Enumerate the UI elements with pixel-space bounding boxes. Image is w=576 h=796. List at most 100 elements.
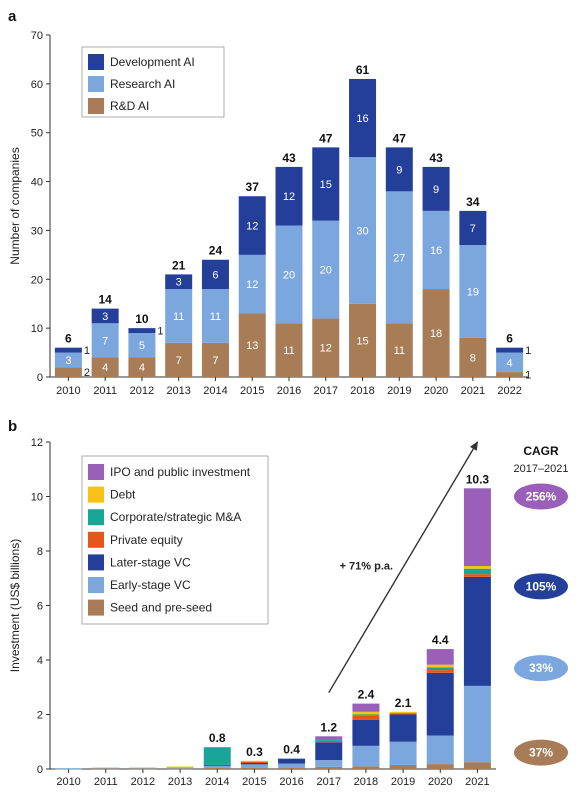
y-tick-label-b: 10 — [31, 492, 43, 504]
bar-segment-a — [385, 191, 413, 324]
cagr-title: CAGR — [523, 444, 559, 458]
bar-segment-b — [240, 763, 268, 765]
bar-segment-b — [463, 685, 491, 763]
bar-segment-b — [426, 667, 454, 671]
bar-segment-a — [349, 157, 377, 304]
y-tick-label-a: 50 — [31, 128, 43, 140]
legend-label-b: Seed and pre-seed — [110, 601, 212, 615]
bar-segment-a — [496, 347, 524, 353]
bar-segment-b — [278, 763, 306, 768]
bar-segment-b — [426, 764, 454, 769]
bar-segment-b — [55, 768, 83, 770]
segment-value-label-a: 20 — [320, 265, 332, 277]
legend-swatch-a — [88, 98, 104, 114]
bar-segment-b — [315, 766, 343, 769]
x-tick-label-a: 2010 — [56, 385, 80, 397]
bar-segment-b — [92, 767, 120, 769]
bar-total-label-a: 24 — [209, 244, 223, 258]
bar-segment-b — [352, 719, 380, 746]
bar-segment-b — [240, 767, 268, 769]
segment-value-label-a: 4 — [102, 362, 108, 374]
segment-value-label-a: 11 — [173, 311, 184, 323]
bar-segment-b — [129, 768, 157, 770]
bar-total-label-a: 14 — [98, 293, 112, 307]
bar-segment-b — [352, 715, 380, 720]
bar-segment-b — [203, 747, 231, 765]
bar-segment-b — [166, 766, 194, 768]
segment-value-label-a: 9 — [433, 184, 439, 196]
bar-segment-a — [459, 337, 487, 377]
bar-total-label-a: 6 — [65, 332, 72, 346]
bar-segment-a — [201, 342, 229, 377]
x-tick-label-a: 2020 — [424, 385, 448, 397]
cagr-badge — [514, 573, 568, 600]
bar-segment-a — [201, 289, 229, 343]
segment-value-label-a: 15 — [320, 179, 332, 191]
x-tick-label-b: 2020 — [428, 776, 452, 788]
bar-total-label-a: 43 — [282, 151, 296, 165]
panel-b-chart: b 0 2 4 6 8 10 12 Investment (US$ billions) 2010 2… — [8, 418, 569, 788]
bar-total-label-b: 0.4 — [283, 743, 300, 757]
x-tick-label-b: 2011 — [94, 776, 118, 788]
legend-label-b: IPO and public investment — [110, 465, 251, 479]
bar-segment-a — [422, 210, 450, 290]
x-tick-label-b: 2017 — [317, 776, 341, 788]
bar-segment-b — [203, 767, 231, 769]
bar-segment-b — [426, 649, 454, 665]
x-tick-label-a: 2018 — [350, 385, 374, 397]
segment-value-label-a: 3 — [176, 277, 182, 289]
bar-segment-b — [240, 760, 268, 762]
bar-segment-b — [315, 739, 343, 741]
segment-value-label-a: 6 — [212, 269, 218, 281]
segment-value-label-a: 7 — [470, 223, 476, 235]
segment-value-label-a: 3 — [65, 355, 71, 367]
segment-value-label-a: 12 — [320, 343, 332, 355]
bar-total-label-b: 4.4 — [432, 633, 449, 647]
x-tick-label-a: 2014 — [203, 385, 227, 397]
segment-value-label-a: 7 — [212, 355, 218, 367]
bar-segment-b — [278, 758, 306, 764]
segment-value-label-a: 27 — [393, 252, 405, 264]
segment-value-label-a: 30 — [356, 225, 368, 237]
bar-segment-b — [389, 711, 417, 714]
y-tick-label-b: 0 — [37, 764, 43, 776]
segment-value-label-a: 11 — [210, 311, 221, 323]
bar-segment-b — [55, 768, 83, 769]
segment-value-label-a: 12 — [283, 191, 295, 203]
segment-value-label-a: 7 — [176, 355, 182, 367]
x-tick-label-b: 2019 — [391, 776, 415, 788]
bar-segment-b — [352, 745, 380, 767]
bar-total-label-a: 34 — [466, 195, 480, 209]
bar-total-label-a: 61 — [356, 63, 370, 77]
bar-total-label-b: 0.8 — [209, 731, 226, 745]
bar-segment-a — [128, 328, 156, 334]
legend-label-b: Debt — [110, 488, 136, 502]
bar-segment-a — [238, 254, 266, 314]
legend-box-b — [81, 455, 269, 625]
cagr-badge-label: 105% — [526, 579, 557, 593]
segment-value-label-a: 19 — [467, 287, 479, 299]
legend-swatch-b — [88, 509, 104, 526]
bar-segment-b — [129, 767, 157, 769]
bar-segment-b — [426, 672, 454, 736]
legend-swatch-b — [88, 554, 104, 571]
cagr-badge — [514, 483, 568, 510]
bar-total-label-b: 0.3 — [246, 745, 263, 759]
bar-total-label-a: 21 — [172, 258, 186, 272]
segment-value-label-a: 5 — [139, 340, 145, 352]
bar-segment-b — [315, 736, 343, 740]
bar-segment-b — [240, 761, 268, 764]
segment-value-label-a: 1 — [525, 370, 531, 382]
bar-segment-a — [312, 147, 340, 221]
y-tick-label-a: 70 — [31, 30, 43, 42]
legend-label-a: Development AI — [110, 55, 195, 69]
bar-segment-b — [352, 766, 380, 769]
bar-segment-a — [238, 313, 266, 377]
y-axis-title-b: Investment (US$ billions) — [8, 539, 22, 672]
bar-segment-a — [201, 259, 229, 290]
segment-value-label-a: 1 — [84, 345, 90, 357]
bar-segment-a — [128, 333, 156, 358]
legend-label-b: Early-stage VC — [110, 578, 191, 592]
segment-value-label-a: 12 — [246, 221, 258, 233]
bar-segment-a — [54, 352, 82, 368]
